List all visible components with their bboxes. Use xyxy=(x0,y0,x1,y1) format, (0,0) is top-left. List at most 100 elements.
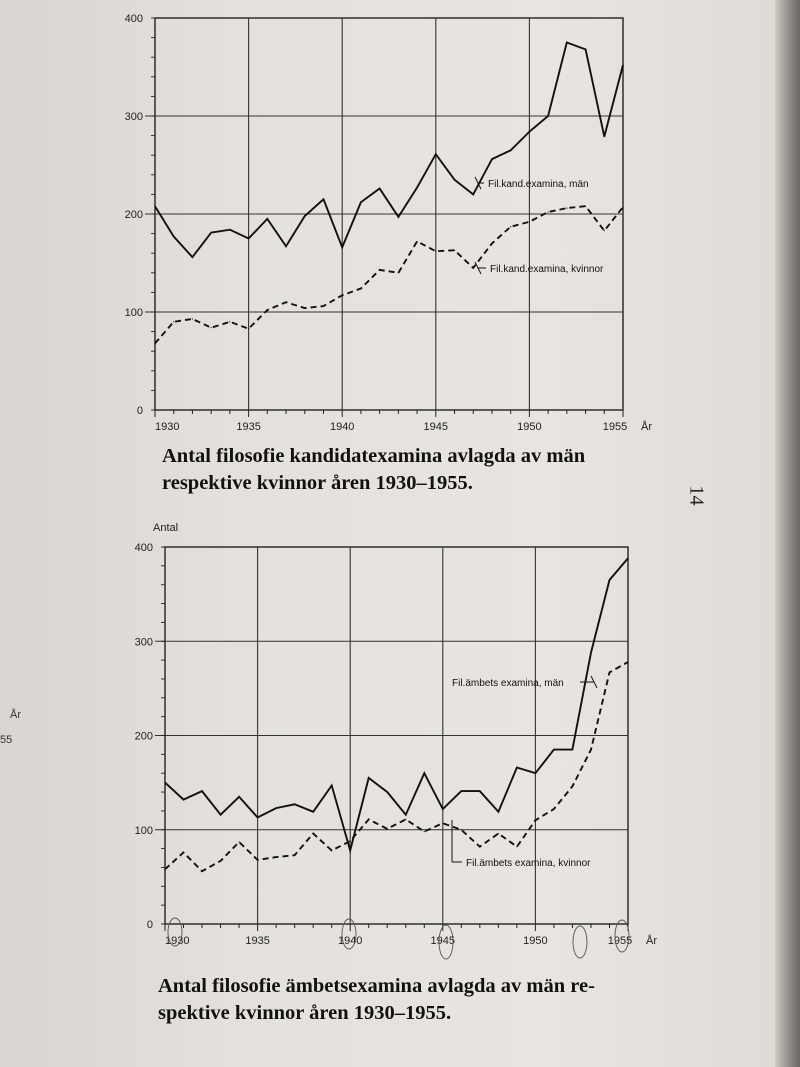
pencil-mark-circle xyxy=(341,918,357,950)
chart-2-series-label-man: Fil.ämbets examina, män xyxy=(452,678,564,689)
chart-1-point-man-1936 xyxy=(266,218,268,220)
chart-1-point-kvinnor-1945 xyxy=(435,250,437,252)
chart-2-series-kvinnor-line xyxy=(164,661,629,873)
chart-1-caption-line-2: respektive kvinnor åren 1930–1955. xyxy=(162,472,473,494)
chart-1-point-man-1949 xyxy=(510,149,512,151)
chart-1-point-kvinnor-1943 xyxy=(397,272,399,274)
chart-1-point-man-1943 xyxy=(397,216,399,218)
chart-1-point-man-1947 xyxy=(472,193,474,195)
chart-2-point-man-1936 xyxy=(275,807,277,809)
chart-1-point-kvinnor-1948 xyxy=(491,242,493,244)
chart-2-point-kvinnor-1934 xyxy=(238,841,240,843)
chart-1-point-man-1935 xyxy=(248,237,250,240)
chart-1-point-kvinnor-1954 xyxy=(603,230,605,232)
chart-1-point-kvinnor-1935 xyxy=(248,328,250,330)
stray-year-fragment: 55 xyxy=(0,734,13,746)
chart-1-point-man-1930 xyxy=(154,205,156,207)
chart-2-point-kvinnor-1936 xyxy=(275,856,277,858)
chart-2-point-kvinnor-1954 xyxy=(608,671,611,673)
chart-1-point-man-1932 xyxy=(191,256,194,258)
chart-2-point-kvinnor-1952 xyxy=(571,785,574,787)
chart-2-xtick-label: 1945 xyxy=(431,935,455,947)
chart-1-series-label-man: Fil.kand.examina, män xyxy=(488,179,589,190)
chart-2-point-man-1949 xyxy=(516,766,518,769)
chart-2-point-kvinnor-1947 xyxy=(479,846,481,848)
chart-1-point-kvinnor-1952 xyxy=(566,207,568,209)
chart-2-caption-line-2: spektive kvinnor åren 1930–1955. xyxy=(158,1002,452,1024)
chart-2-point-kvinnor-1944 xyxy=(423,831,425,833)
chart-1-point-man-1933 xyxy=(210,232,212,234)
chart-2-ylabel: Antal xyxy=(153,522,178,534)
chart-2-point-man-1941 xyxy=(368,777,370,779)
chart-2-point-man-1931 xyxy=(182,798,185,801)
chart-2-ytick-label: 200 xyxy=(135,731,153,743)
chart-1-point-man-1940 xyxy=(341,246,343,248)
chart-2-point-man-1945 xyxy=(442,808,444,810)
chart-1-point-man-1931 xyxy=(173,235,175,238)
chart-1-point-man-1941 xyxy=(360,201,362,203)
pencil-mark-circle xyxy=(167,917,183,947)
chart-2-point-kvinnor-1937 xyxy=(294,854,296,856)
chart-1-caption: Antal filosofie kandidatexamina avlagda … xyxy=(162,443,585,497)
chart-2-point-kvinnor-1946 xyxy=(460,829,462,831)
page-number: 14 xyxy=(685,485,708,506)
chart-2-series-label-kvinnor: Fil.ämbets examina, kvinnor xyxy=(466,858,591,869)
chart-1-point-kvinnor-1955 xyxy=(622,206,624,208)
chart-2-point-kvinnor-1942 xyxy=(386,828,388,830)
chart-2-point-kvinnor-1955 xyxy=(627,661,629,663)
pencil-mark-circle xyxy=(438,924,454,960)
chart-2-point-man-1950 xyxy=(534,772,537,774)
chart-1-series-label-kvinnor: Fil.kand.examina, kvinnor xyxy=(490,264,604,275)
chart-1-point-man-1944 xyxy=(416,186,418,189)
chart-2-series-label-group: Fil.ämbets examina, män xyxy=(452,675,598,689)
chart-1-series-kvinnor-line xyxy=(154,205,624,345)
chart-1-ytick-label: 300 xyxy=(125,111,143,123)
chart-2-ytick-label: 100 xyxy=(135,825,153,837)
chart-2-point-man-1947 xyxy=(479,790,481,792)
chart-2-point-man-1939 xyxy=(331,784,333,787)
chart-2-point-kvinnor-1931 xyxy=(182,851,185,853)
chart-1-point-man-1955 xyxy=(622,64,624,66)
chart-2-point-kvinnor-1950 xyxy=(534,819,537,821)
chart-2-ytick-label: 400 xyxy=(135,542,153,554)
chart-2-point-kvinnor-1945 xyxy=(442,822,444,824)
chart-2-point-man-1943 xyxy=(405,814,407,816)
pencil-mark-circle xyxy=(572,925,588,959)
chart-2-point-kvinnor-1935 xyxy=(257,859,259,861)
chart-2-point-kvinnor-1938 xyxy=(312,832,314,835)
chart-1-xtick-label: 1930 xyxy=(155,421,179,433)
page-edge-shadow xyxy=(775,0,800,1067)
chart-1-point-kvinnor-1939 xyxy=(322,305,325,307)
chart-1-point-kvinnor-1941 xyxy=(360,287,362,290)
chart-2-xunit-label: År xyxy=(646,934,657,947)
chart-2-xtick-label: 1950 xyxy=(523,935,547,947)
chart-1-point-man-1946 xyxy=(453,179,456,181)
chart-1-point-man-1952 xyxy=(566,41,568,44)
chart-2-point-man-1937 xyxy=(294,803,296,805)
chart-2-point-kvinnor-1932 xyxy=(201,870,203,872)
chart-1-point-kvinnor-1936 xyxy=(266,309,268,311)
chart-1-ytick-label: 100 xyxy=(125,307,143,319)
chart-2-point-kvinnor-1951 xyxy=(553,808,555,810)
chart-1-series-label-group: Fil.kand.examina, kvinnor xyxy=(474,261,604,275)
chart-1-xtick-label: 1955 xyxy=(603,421,627,433)
chart-2-point-man-1951 xyxy=(553,749,555,751)
chart-2-point-kvinnor-1940 xyxy=(349,840,351,842)
chart-1-xtick-label: 1950 xyxy=(517,421,541,433)
chart-1-point-man-1942 xyxy=(379,187,381,190)
chart-1-xtick-label: 1935 xyxy=(236,421,260,433)
chart-1-point-man-1945 xyxy=(435,153,437,155)
chart-1-ytick-label: 200 xyxy=(125,209,143,221)
chart-1-xtick-label: 1945 xyxy=(424,421,448,433)
chart-1-point-kvinnor-1932 xyxy=(191,318,194,320)
chart-2-caption: Antal filosofie ämbetsexamina avlagda av… xyxy=(158,973,595,1027)
chart-2-point-man-1953 xyxy=(590,651,592,654)
chart-2-point-man-1948 xyxy=(497,811,499,813)
chart-2-point-man-1954 xyxy=(608,579,611,581)
chart-1-point-kvinnor-1938 xyxy=(304,307,306,309)
chart-1-point-kvinnor-1942 xyxy=(379,269,381,271)
chart-2-point-man-1946 xyxy=(460,790,462,792)
pencil-mark-circle xyxy=(614,919,630,953)
chart-2-xtick-label: 1940 xyxy=(338,935,362,947)
